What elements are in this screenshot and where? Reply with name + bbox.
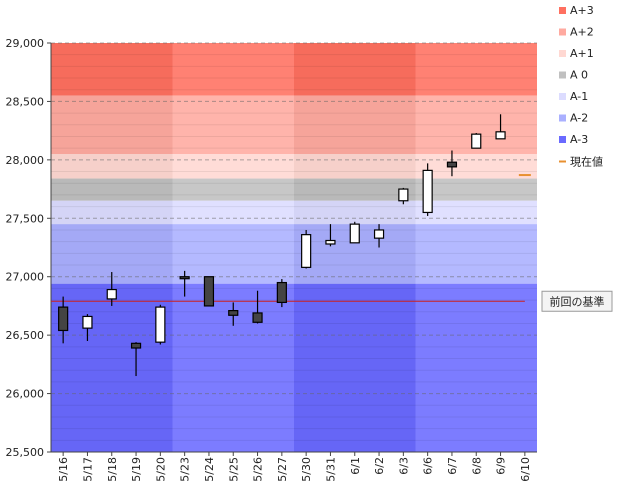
legend-label-current: 現在値	[570, 156, 603, 169]
candle-body	[471, 133, 482, 149]
x-tick-label: 6/8	[470, 457, 483, 475]
y-tick-label: 27,500	[6, 212, 45, 225]
candle-body	[179, 276, 190, 280]
x-tick-label: 5/27	[276, 457, 289, 482]
week-shade-0	[51, 43, 173, 452]
candle-body	[82, 315, 93, 329]
x-tick-label: 5/16	[57, 457, 70, 482]
candle-body	[373, 229, 385, 239]
y-tick-label: 26,500	[6, 329, 45, 342]
y-tick-label: 26,000	[6, 388, 45, 401]
x-tick-label: 5/26	[252, 457, 265, 482]
x-tick-label: 6/9	[495, 457, 508, 475]
x-tick-label: 5/20	[154, 457, 167, 482]
candle-body	[495, 131, 506, 140]
candle-body	[276, 281, 287, 304]
candle-body	[252, 312, 263, 323]
legend-label: A-2	[570, 112, 588, 125]
y-tick-label: 25,500	[6, 446, 45, 459]
x-tick-label: 5/24	[203, 457, 216, 482]
legend-label: A+1	[570, 47, 594, 60]
reference-callout-box	[541, 290, 613, 312]
zone-band-Aminus2	[51, 224, 537, 284]
legend-label: A+2	[570, 26, 594, 39]
x-tick-label: 6/1	[349, 457, 362, 475]
candle-body	[228, 310, 239, 316]
legend-swatch	[559, 114, 566, 122]
zone-band-Aminus3	[51, 283, 537, 452]
y-tick-label: 29,000	[6, 37, 45, 50]
legend-swatch	[559, 28, 566, 36]
zone-band-A0	[51, 178, 537, 201]
x-tick-label: 6/6	[422, 457, 435, 475]
legend-label: A-3	[570, 133, 588, 146]
zone-band-Aplus3	[51, 43, 537, 96]
candle-body	[398, 188, 409, 202]
x-tick-label: 5/19	[130, 457, 143, 482]
y-tick-label: 27,000	[6, 271, 45, 284]
candle-body	[203, 276, 215, 307]
week-light-1	[172, 43, 294, 452]
candle-body	[349, 223, 360, 244]
y-tick-label: 28,000	[6, 154, 45, 167]
candle-body	[446, 161, 458, 168]
legend-label: A 0	[570, 69, 588, 82]
x-tick-label: 5/18	[106, 457, 119, 482]
candle-body	[58, 306, 69, 332]
legend-label: A+3	[570, 4, 594, 17]
y-tick-label: 28,500	[6, 95, 45, 108]
x-tick-label: 5/31	[324, 457, 337, 482]
legend-swatch	[559, 93, 566, 100]
x-tick-label: 6/10	[519, 457, 532, 482]
legend-label: A-1	[570, 90, 588, 103]
legend-swatch	[559, 71, 566, 79]
x-tick-label: 5/23	[179, 457, 192, 482]
x-tick-label: 6/7	[446, 457, 459, 475]
reference-callout-label: 前回の基準	[550, 294, 605, 308]
candle-body	[301, 234, 312, 268]
legend-swatch	[559, 7, 566, 14]
x-tick-label: 6/2	[373, 457, 386, 475]
x-tick-label: 5/17	[81, 457, 94, 482]
candle-body	[422, 169, 433, 214]
week-shade-2	[294, 43, 416, 452]
x-tick-label: 6/3	[397, 457, 410, 475]
x-tick-label: 5/25	[227, 457, 240, 482]
candle-body	[325, 239, 336, 245]
week-light-3	[415, 43, 537, 452]
candle-body	[130, 342, 142, 349]
legend-swatch	[559, 136, 566, 143]
x-tick-label: 5/30	[300, 457, 313, 482]
legend-swatch	[559, 50, 566, 57]
candle-body	[155, 306, 166, 343]
candle-body	[106, 288, 117, 300]
zone-band-Aplus2	[51, 95, 537, 155]
